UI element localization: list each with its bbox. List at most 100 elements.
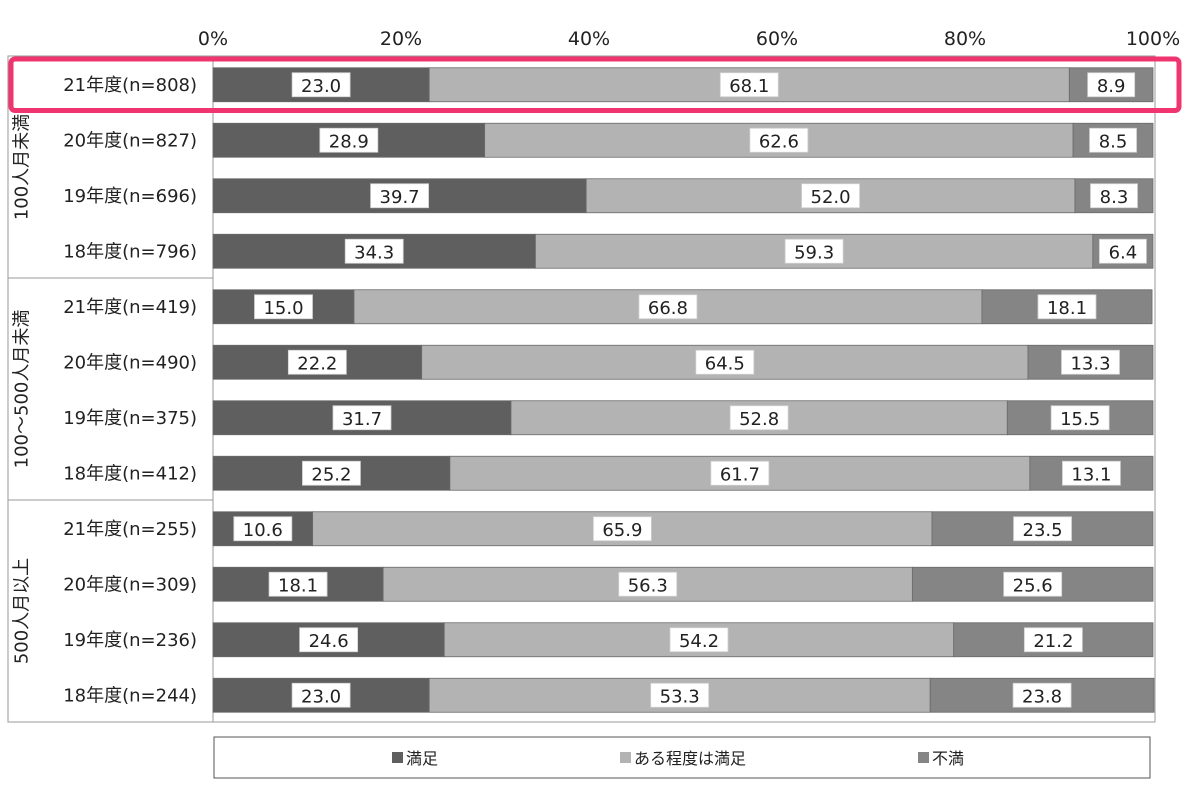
data-label-box: [302, 460, 361, 486]
data-label-box: [254, 294, 313, 320]
data-label-box: [618, 571, 678, 597]
category-label: 19年度(n=236): [63, 630, 197, 651]
legend-label: 不満: [932, 749, 964, 768]
data-label-box: [729, 405, 789, 431]
data-label: 34.3: [354, 242, 394, 263]
data-label: 24.6: [309, 631, 349, 652]
data-label-box: [1050, 405, 1110, 431]
data-label: 53.3: [660, 686, 700, 707]
x-tick-label: 60%: [756, 28, 798, 50]
x-tick-label: 20%: [380, 28, 422, 50]
data-label-box: [287, 349, 347, 375]
category-label: 19年度(n=696): [63, 186, 197, 207]
category-label: 18年度(n=244): [63, 685, 197, 706]
data-label: 15.5: [1060, 409, 1100, 430]
data-label-box: [233, 516, 293, 542]
highlight-box: [8, 56, 1182, 113]
data-label-box: [344, 238, 404, 264]
data-label-box: [332, 405, 392, 431]
data-label-box: [319, 127, 379, 153]
category-label: 18年度(n=796): [63, 241, 197, 262]
data-label-box: [1089, 127, 1137, 153]
legend-box: [213, 736, 1151, 779]
data-label-box: [669, 627, 729, 653]
data-label: 61.7: [720, 464, 760, 485]
legend-swatch: [918, 752, 929, 763]
data-label: 59.3: [794, 242, 834, 263]
data-label: 15.0: [263, 298, 303, 319]
data-label-box: [1061, 349, 1120, 375]
data-label: 56.3: [628, 575, 668, 596]
group-label: 100〜500人月未満: [12, 310, 33, 469]
data-label-box: [1090, 183, 1138, 209]
data-label-box: [719, 72, 779, 98]
chart-frame: [7, 55, 1156, 723]
data-label: 52.8: [739, 409, 779, 430]
category-label: 20年度(n=827): [63, 130, 197, 151]
data-label: 31.7: [342, 409, 382, 430]
data-label: 39.7: [380, 187, 420, 208]
data-label-box: [1012, 682, 1072, 708]
category-label: 20年度(n=309): [63, 574, 197, 595]
data-label-box: [1099, 238, 1147, 264]
x-tick-label: 100%: [1126, 28, 1180, 50]
data-label: 8.9: [1097, 76, 1126, 97]
data-label: 65.9: [602, 520, 642, 541]
x-tick-label: 40%: [568, 28, 610, 50]
data-label: 18.1: [1047, 298, 1087, 319]
category-label: 18年度(n=412): [63, 463, 197, 484]
data-label-box: [749, 127, 809, 153]
data-label: 66.8: [648, 298, 688, 319]
data-label: 6.4: [1109, 242, 1138, 263]
data-label-box: [291, 682, 351, 708]
data-label: 23.5: [1023, 520, 1063, 541]
data-label-box: [1062, 460, 1121, 486]
data-label: 22.2: [297, 353, 337, 374]
group-label: 500人月以上: [12, 558, 33, 664]
data-label: 28.9: [329, 131, 369, 152]
x-tick-label: 0%: [198, 28, 228, 50]
data-label-box: [784, 238, 844, 264]
data-label: 23.8: [1022, 686, 1062, 707]
data-label-box: [650, 682, 710, 708]
data-label: 23.0: [301, 686, 341, 707]
legend-swatch: [620, 752, 631, 763]
data-label-box: [710, 460, 770, 486]
data-label: 18.1: [278, 575, 318, 596]
data-label: 23.0: [301, 76, 341, 97]
category-label: 21年度(n=255): [63, 519, 197, 540]
category-label: 21年度(n=419): [63, 297, 197, 318]
data-label-box: [1023, 627, 1083, 653]
data-label-box: [1087, 72, 1136, 98]
data-label: 8.5: [1099, 131, 1128, 152]
data-label-box: [695, 349, 755, 375]
legend-label: 満足: [406, 749, 438, 768]
data-label-box: [1013, 516, 1072, 542]
category-label: 19年度(n=375): [63, 408, 197, 429]
data-label: 62.6: [759, 131, 799, 152]
data-label-box: [638, 294, 698, 320]
data-label: 64.5: [705, 353, 745, 374]
data-label-box: [370, 183, 429, 209]
data-label: 13.3: [1070, 353, 1110, 374]
data-label-box: [801, 183, 860, 209]
data-label-box: [291, 72, 351, 98]
data-label: 52.0: [811, 187, 851, 208]
data-label: 13.1: [1071, 464, 1111, 485]
data-label: 8.3: [1100, 187, 1129, 208]
data-label: 68.1: [729, 76, 769, 97]
category-label: 21年度(n=808): [63, 75, 197, 96]
data-label: 21.2: [1033, 631, 1073, 652]
data-label: 54.2: [679, 631, 719, 652]
data-label-box: [268, 571, 328, 597]
data-label: 25.6: [1013, 575, 1053, 596]
data-label-box: [1003, 571, 1063, 597]
data-label: 25.2: [311, 464, 351, 485]
data-label-box: [299, 627, 359, 653]
legend-label: ある程度は満足: [634, 749, 746, 768]
category-label: 20年度(n=490): [63, 352, 197, 373]
data-label-box: [592, 516, 652, 542]
group-label: 100人月未満: [12, 114, 33, 220]
